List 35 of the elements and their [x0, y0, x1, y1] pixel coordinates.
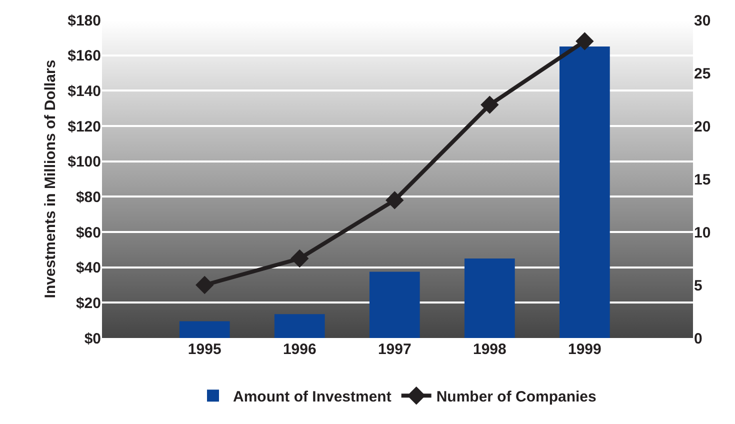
point	[386, 191, 404, 210]
x-tick-label: 1997	[378, 341, 412, 358]
legend-label: Number of Companies	[436, 388, 596, 406]
y2-tick-label: 30	[694, 12, 711, 30]
x-tick-label: 1996	[282, 341, 316, 358]
bar	[464, 258, 515, 338]
point	[196, 276, 214, 294]
legend-label: Amount of Investment	[233, 388, 392, 406]
bar	[274, 314, 325, 338]
bar	[560, 46, 610, 338]
y2-tick-label: 25	[694, 65, 711, 82]
bar	[179, 321, 230, 338]
y-tick-label: $80	[76, 188, 101, 206]
y-tick-label: $100	[68, 154, 101, 171]
y2-tick-label: 0	[694, 330, 702, 348]
y-tick-label: $20	[76, 294, 101, 312]
y-tick-label: $180	[68, 12, 101, 30]
x-tick-label: 1999	[568, 341, 602, 358]
y-tick-label: $0	[84, 330, 101, 348]
y-tick-label: $140	[68, 82, 101, 100]
y-axis-title: Investments in Millions of Dollars	[42, 60, 59, 298]
y-tick-label: $160	[68, 48, 101, 65]
y2-tick-label: 5	[694, 277, 702, 294]
y2-tick-label: 20	[694, 118, 711, 136]
y-tick-label: $40	[76, 260, 101, 277]
point	[480, 96, 499, 114]
y-tick-label: $60	[76, 224, 101, 242]
x-tick-label: 1995	[188, 341, 222, 358]
x-tick-label: 1998	[472, 341, 506, 358]
bar	[369, 272, 420, 338]
point	[576, 32, 594, 50]
point	[290, 249, 309, 268]
y-tick-label: $120	[68, 118, 101, 136]
y2-tick-label: 10	[694, 224, 711, 242]
y2-tick-label: 15	[694, 171, 711, 188]
